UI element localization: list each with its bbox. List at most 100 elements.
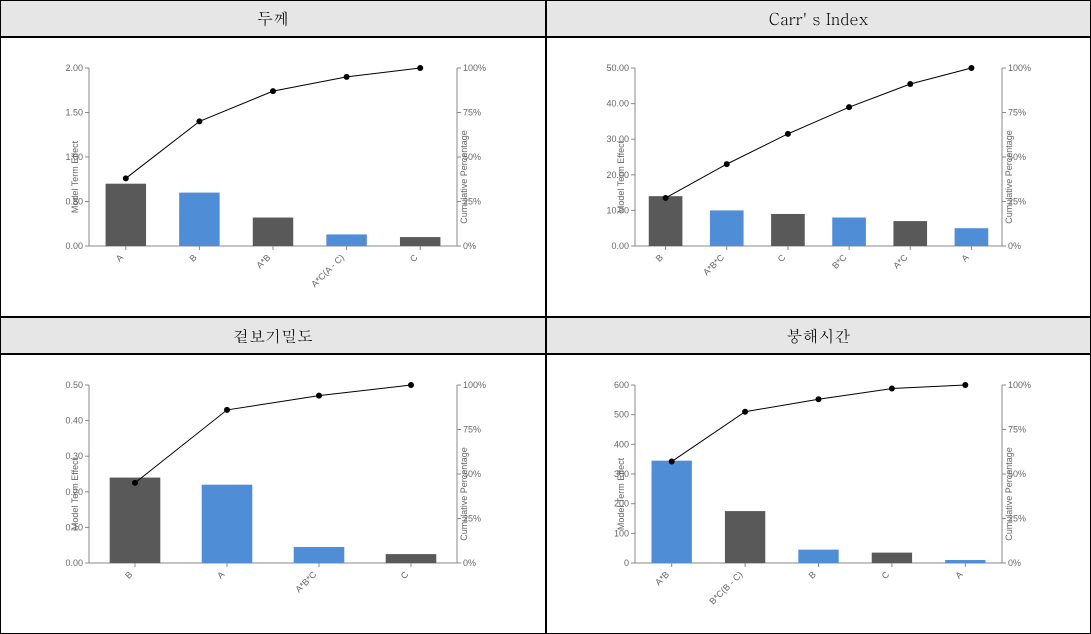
svg-text:A: A: [215, 569, 226, 580]
svg-text:B*C: B*C: [830, 252, 849, 271]
pareto-chart: 01002003004005006000%25%50%75%100%A*BB*C…: [587, 375, 1050, 613]
svg-text:100%: 100%: [463, 380, 486, 390]
cumulative-marker: [196, 118, 202, 124]
chart-grid: 두께 Carr' s Index 0.000.501.001.502.000%2…: [0, 0, 1091, 634]
pareto-chart: 0.000.501.001.502.000%25%50%75%100%ABA*B…: [41, 58, 505, 296]
svg-text:100%: 100%: [1008, 380, 1031, 390]
bar: [400, 237, 440, 246]
chart-cell-0: 0.000.501.001.502.000%25%50%75%100%ABA*B…: [0, 37, 546, 317]
svg-text:500: 500: [614, 410, 629, 420]
svg-text:40.00: 40.00: [606, 99, 629, 109]
chart-cell-2: 0.000.100.200.300.400.500%25%50%75%100%B…: [0, 354, 546, 634]
bar: [202, 485, 253, 563]
cumulative-marker: [907, 81, 913, 87]
cumulative-marker: [270, 88, 276, 94]
cumulative-line: [666, 68, 972, 198]
cumulative-marker: [785, 131, 791, 137]
bar: [294, 547, 345, 563]
svg-text:0.00: 0.00: [65, 241, 83, 251]
svg-text:0%: 0%: [463, 241, 476, 251]
svg-text:100%: 100%: [463, 63, 486, 73]
cumulative-line: [135, 385, 411, 483]
svg-text:2.00: 2.00: [65, 63, 83, 73]
header-2: 겉보기밀도: [0, 317, 546, 354]
header-3: 붕해시간: [546, 317, 1091, 354]
svg-text:A*B*C: A*B*C: [293, 569, 318, 594]
bar: [649, 196, 683, 246]
svg-text:B: B: [654, 252, 665, 263]
cumulative-marker: [663, 195, 669, 201]
left-axis-label: Model Term Effect: [616, 458, 626, 530]
bar: [386, 554, 437, 563]
svg-text:50.00: 50.00: [606, 63, 629, 73]
svg-text:75%: 75%: [1008, 425, 1026, 435]
left-axis-label: Model Term Effect: [70, 141, 80, 213]
cumulative-marker: [962, 382, 968, 388]
svg-text:A: A: [953, 569, 964, 580]
cumulative-marker: [968, 65, 974, 71]
bar: [945, 560, 985, 563]
cumulative-marker: [224, 407, 230, 413]
bar: [893, 221, 927, 246]
bar: [798, 550, 838, 563]
cumulative-marker: [408, 382, 414, 388]
bar: [652, 461, 692, 563]
right-axis-label: Cumulative Percentage: [459, 130, 469, 224]
bar: [710, 210, 744, 246]
svg-text:C: C: [408, 252, 420, 264]
svg-text:B: B: [807, 569, 818, 580]
svg-text:0: 0: [624, 558, 629, 568]
svg-text:A: A: [960, 252, 971, 263]
header-0: 두께: [0, 0, 546, 37]
header-1: Carr' s Index: [546, 0, 1091, 37]
svg-text:A*C(A - C): A*C(A - C): [309, 252, 346, 289]
chart-cell-3: 01002003004005006000%25%50%75%100%A*BB*C…: [546, 354, 1091, 634]
svg-text:100%: 100%: [1008, 63, 1031, 73]
bar: [725, 511, 765, 563]
svg-text:0%: 0%: [1008, 558, 1021, 568]
pareto-chart: 0.000.100.200.300.400.500%25%50%75%100%B…: [41, 375, 505, 613]
cumulative-marker: [316, 393, 322, 399]
right-axis-label: Cumulative Percentage: [1004, 130, 1014, 224]
bar: [955, 228, 989, 246]
cumulative-marker: [889, 386, 895, 392]
cumulative-marker: [417, 65, 423, 71]
svg-text:0.50: 0.50: [65, 380, 83, 390]
svg-text:0.40: 0.40: [65, 416, 83, 426]
svg-text:A*B: A*B: [254, 252, 272, 270]
cumulative-marker: [816, 396, 822, 402]
left-axis-label: Model Term Effect: [70, 458, 80, 530]
svg-text:B*C(B - C): B*C(B - C): [707, 569, 744, 606]
cumulative-marker: [132, 480, 138, 486]
bar: [110, 478, 161, 563]
left-axis-label: Model Term Effect: [616, 141, 626, 213]
cumulative-marker: [344, 74, 350, 80]
right-axis-label: Cumulative Percentage: [1004, 447, 1014, 541]
bar: [253, 218, 293, 246]
cumulative-marker: [742, 409, 748, 415]
svg-text:600: 600: [614, 380, 629, 390]
svg-text:0%: 0%: [1008, 241, 1021, 251]
chart-cell-1: 0.0010.0020.0030.0040.0050.000%25%50%75%…: [546, 37, 1091, 317]
bar: [179, 193, 219, 246]
svg-text:C: C: [880, 569, 892, 581]
cumulative-marker: [123, 175, 129, 181]
right-axis-label: Cumulative Percentage: [459, 447, 469, 541]
bar: [326, 234, 366, 246]
cumulative-marker: [724, 161, 730, 167]
bar: [872, 553, 912, 563]
svg-text:0%: 0%: [463, 558, 476, 568]
svg-text:0.00: 0.00: [65, 558, 83, 568]
cumulative-marker: [846, 104, 852, 110]
cumulative-line: [126, 68, 420, 178]
svg-text:C: C: [399, 569, 411, 581]
bar: [832, 218, 866, 246]
svg-text:A*B: A*B: [653, 569, 671, 587]
svg-text:A: A: [114, 252, 125, 263]
cumulative-marker: [669, 459, 675, 465]
svg-text:75%: 75%: [463, 425, 481, 435]
svg-text:B: B: [187, 252, 198, 263]
svg-text:A*C: A*C: [891, 252, 910, 271]
svg-text:0.00: 0.00: [611, 241, 629, 251]
svg-text:A*B*C: A*B*C: [701, 252, 726, 277]
